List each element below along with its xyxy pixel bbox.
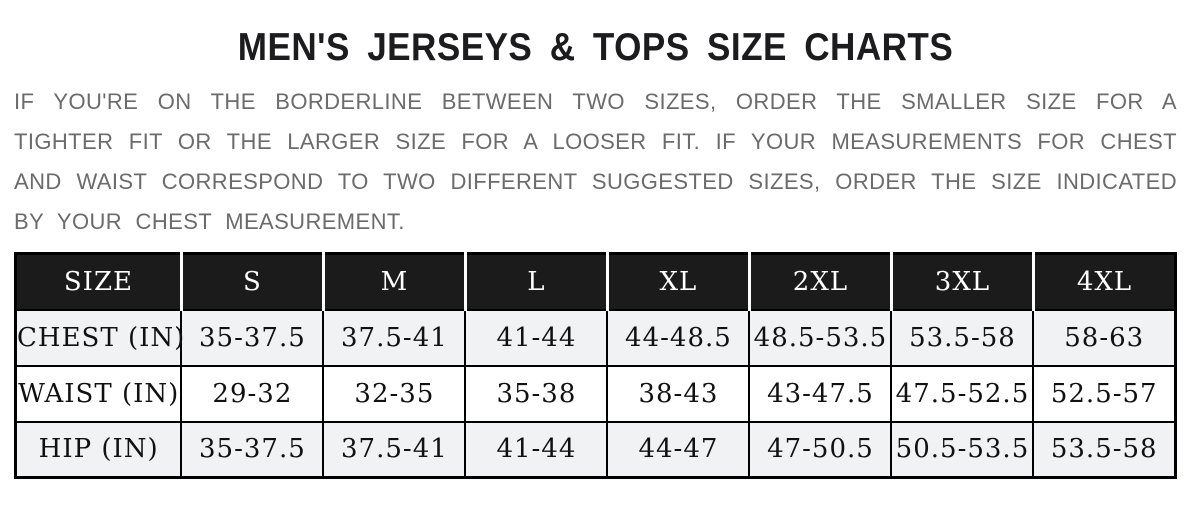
hip-value-m: 37.5-41 <box>322 420 467 479</box>
hip-value-s: 35-37.5 <box>180 420 325 479</box>
table-row-waist: WAIST (IN) 29-32 32-35 35-38 38-43 43-47… <box>14 364 1177 423</box>
row-label-waist: WAIST (IN) <box>14 364 183 423</box>
header-cell-3xl: 3XL <box>889 253 1034 310</box>
header-cell-xl: XL <box>605 253 750 310</box>
header-cell-s: S <box>179 253 324 310</box>
waist-value-l: 35-38 <box>464 364 609 423</box>
intro-line-2: TIGHTER FIT OR THE LARGER SIZE FOR A LOO… <box>14 129 1177 154</box>
size-chart-table: SIZE S M L XL 2XL 3XL 4XL CHEST (IN) 35-… <box>14 252 1177 479</box>
row-label-chest: CHEST (IN) <box>14 308 184 367</box>
chest-value-4xl: 58-63 <box>1032 308 1177 367</box>
chest-value-xl: 44-48.5 <box>606 308 751 367</box>
chest-value-3xl: 53.5-58 <box>890 308 1035 367</box>
header-cell-4xl: 4XL <box>1031 253 1176 310</box>
chest-value-m: 37.5-41 <box>322 308 467 367</box>
hip-value-2xl: 47-50.5 <box>748 420 893 479</box>
header-cell-2xl: 2XL <box>747 253 892 310</box>
waist-value-4xl: 52.5-57 <box>1032 364 1177 423</box>
header-row: SIZE S M L XL 2XL 3XL 4XL <box>15 253 1176 310</box>
hip-value-xl: 44-47 <box>606 420 751 479</box>
size-chart-page: MEN'S JERSEYS & TOPS SIZE CHARTS IF YOU'… <box>0 26 1191 510</box>
hip-value-4xl: 53.5-58 <box>1032 420 1177 479</box>
intro-line-3: AND WAIST CORRESPOND TO TWO DIFFERENT SU… <box>14 169 1177 194</box>
table-row-hip: HIP (IN) 35-37.5 37.5-41 41-44 44-47 47-… <box>14 420 1177 479</box>
header-cell-size: SIZE <box>15 253 182 310</box>
chest-value-2xl: 48.5-53.5 <box>748 308 893 367</box>
table-row-chest: CHEST (IN) 35-37.5 37.5-41 41-44 44-48.5… <box>14 308 1177 367</box>
chest-value-l: 41-44 <box>464 308 609 367</box>
size-table-header: SIZE S M L XL 2XL 3XL 4XL <box>15 253 1176 310</box>
row-label-hip: HIP (IN) <box>14 420 183 479</box>
waist-value-2xl: 43-47.5 <box>748 364 893 423</box>
waist-value-m: 32-35 <box>322 364 467 423</box>
intro-line-1: IF YOU'RE ON THE BORDERLINE BETWEEN TWO … <box>14 89 1177 114</box>
header-cell-l: L <box>463 253 608 310</box>
waist-value-xl: 38-43 <box>606 364 751 423</box>
waist-value-3xl: 47.5-52.5 <box>890 364 1035 423</box>
chest-value-s: 35-37.5 <box>180 308 325 367</box>
page-title: MEN'S JERSEYS & TOPS SIZE CHARTS <box>237 26 954 69</box>
intro-paragraph: IF YOU'RE ON THE BORDERLINE BETWEEN TWO … <box>14 82 1177 242</box>
header-cell-m: M <box>321 253 466 310</box>
waist-value-s: 29-32 <box>180 364 325 423</box>
hip-value-3xl: 50.5-53.5 <box>890 420 1035 479</box>
hip-value-l: 41-44 <box>464 420 609 479</box>
intro-line-4: BY YOUR CHEST MEASUREMENT. <box>14 209 405 234</box>
